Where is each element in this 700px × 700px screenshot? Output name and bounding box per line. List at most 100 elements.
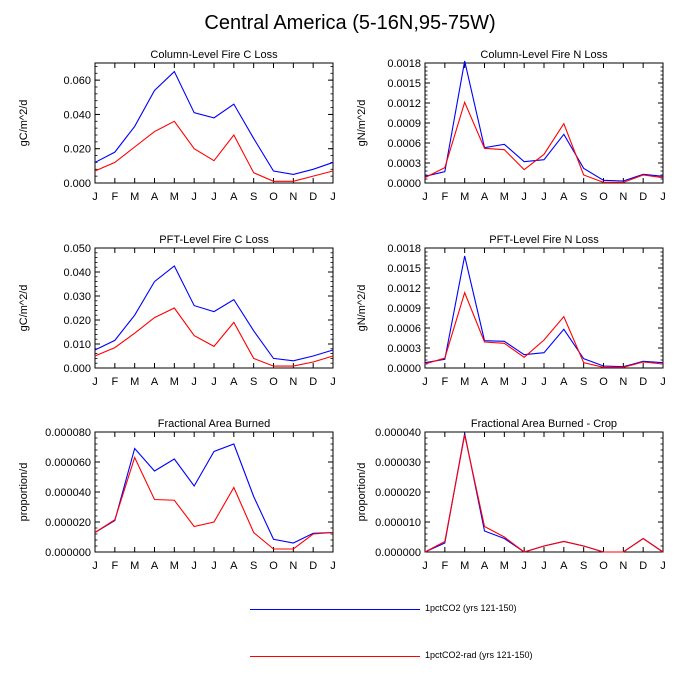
x-tick-label: S [250,376,257,388]
y-tick-label: 0.040 [63,109,91,121]
x-tick-label: J [191,376,197,388]
x-tick-label: J [521,376,527,388]
x-tick-label: J [211,560,217,572]
y-axis-label: gN/m^2/d [356,285,368,332]
y-tick-label: 0.040 [63,267,91,279]
y-axis-label: gC/m^2/d [18,100,30,147]
x-tick-label: J [521,191,527,203]
x-tick-label: J [211,191,217,203]
x-tick-label: N [619,191,627,203]
series-line-1pctco2 [94,443,334,544]
y-tick-label: 0.000020 [375,487,421,499]
x-tick-label: J [330,560,336,572]
legend-line-series1 [250,609,420,610]
plot-frame [424,431,664,553]
x-tick-label: O [599,560,608,572]
series-line-1pctco2 [424,433,664,553]
x-tick-label: F [441,376,448,388]
y-tick-label: 0.000040 [45,487,91,499]
x-tick-label: F [111,560,118,572]
x-tick-label: M [500,376,509,388]
y-axis-label: gC/m^2/d [18,285,30,332]
legend-label-series1: 1pctCO2 (yrs 121-150) [425,603,517,613]
x-tick-label: F [441,191,448,203]
x-tick-label: D [639,376,647,388]
y-tick-label: 0.0018 [387,243,421,255]
x-tick-label: J [422,191,428,203]
y-tick-label: 0.0006 [387,323,421,335]
y-axis-label: gN/m^2/d [356,100,368,147]
x-tick-label: O [269,376,278,388]
x-tick-label: A [560,560,568,572]
y-axis-label: proportion/d [18,463,30,522]
y-tick-label: 0.0012 [387,283,421,295]
y-tick-label: 0.020 [63,144,91,156]
x-tick-label: A [230,376,238,388]
panel-4: PFT-Level Fire N Loss gN/m^2/d 0.0000 0.000… [356,234,666,388]
x-tick-label: A [230,191,238,203]
x-tick-label: A [151,191,159,203]
y-tick-label: 0.000000 [45,547,91,559]
series-line-1pctco2-rad [94,456,334,550]
y-tick-label: 0.0009 [387,118,421,130]
x-tick-label: D [309,560,317,572]
y-axis-label: proportion/d [356,463,368,522]
panel-title: Column-Level Fire N Loss [480,49,608,61]
y-tick-label: 0.000060 [45,457,91,469]
panel-1: Column-Level Fire C Loss gC/m^2/d 0.000 0.0… [18,49,336,203]
x-tick-label: A [151,560,159,572]
plot-frame [94,247,334,369]
x-tick-label: J [660,376,666,388]
x-tick-label: D [309,376,317,388]
x-tick-label: N [619,560,627,572]
x-tick-label: A [481,376,489,388]
x-tick-label: F [111,191,118,203]
x-tick-label: S [250,560,257,572]
x-tick-label: M [170,560,179,572]
y-tick-label: 0.000080 [45,427,91,439]
x-tick-label: J [541,560,547,572]
x-tick-label: S [250,191,257,203]
y-tick-label: 0.000020 [45,517,91,529]
series-line-1pctco2-rad [424,291,664,368]
x-tick-label: J [660,560,666,572]
x-tick-label: A [481,560,489,572]
series-line-1pctco2-rad [424,434,664,553]
x-tick-label: J [660,191,666,203]
y-tick-label: 0.000010 [375,517,421,529]
legend-label-series2: 1pctCO2-rad (yrs 121-150) [425,650,533,660]
x-tick-label: J [92,376,98,388]
x-tick-label: S [580,191,587,203]
x-tick-label: M [130,191,139,203]
x-tick-label: J [211,376,217,388]
x-tick-label: J [92,191,98,203]
x-tick-label: J [541,376,547,388]
x-tick-label: J [541,191,547,203]
y-tick-label: 0.030 [63,291,91,303]
x-tick-label: M [460,191,469,203]
y-tick-label: 0.050 [63,243,91,255]
y-tick-label: 0.000 [63,178,91,190]
x-tick-label: A [560,191,568,203]
series-line-1pctco2 [94,70,334,175]
figure-title: Central America (5-16N,95-75W) [204,12,496,34]
x-tick-label: J [422,376,428,388]
x-tick-label: M [170,191,179,203]
x-tick-label: A [230,560,238,572]
series-line-1pctco2-rad [424,100,664,183]
x-tick-label: M [130,560,139,572]
x-tick-label: M [460,560,469,572]
x-tick-label: D [639,560,647,572]
x-tick-label: N [289,376,297,388]
y-tick-label: 0.000040 [375,427,421,439]
y-tick-label: 0.0000 [387,363,421,375]
x-tick-label: N [289,191,297,203]
x-tick-label: S [580,376,587,388]
series-line-1pctco2 [424,60,664,182]
x-tick-label: J [330,376,336,388]
y-tick-label: 0.010 [63,339,91,351]
series-line-1pctco2-rad [94,120,334,182]
x-tick-label: M [500,191,509,203]
legend-line-series2 [250,656,420,657]
